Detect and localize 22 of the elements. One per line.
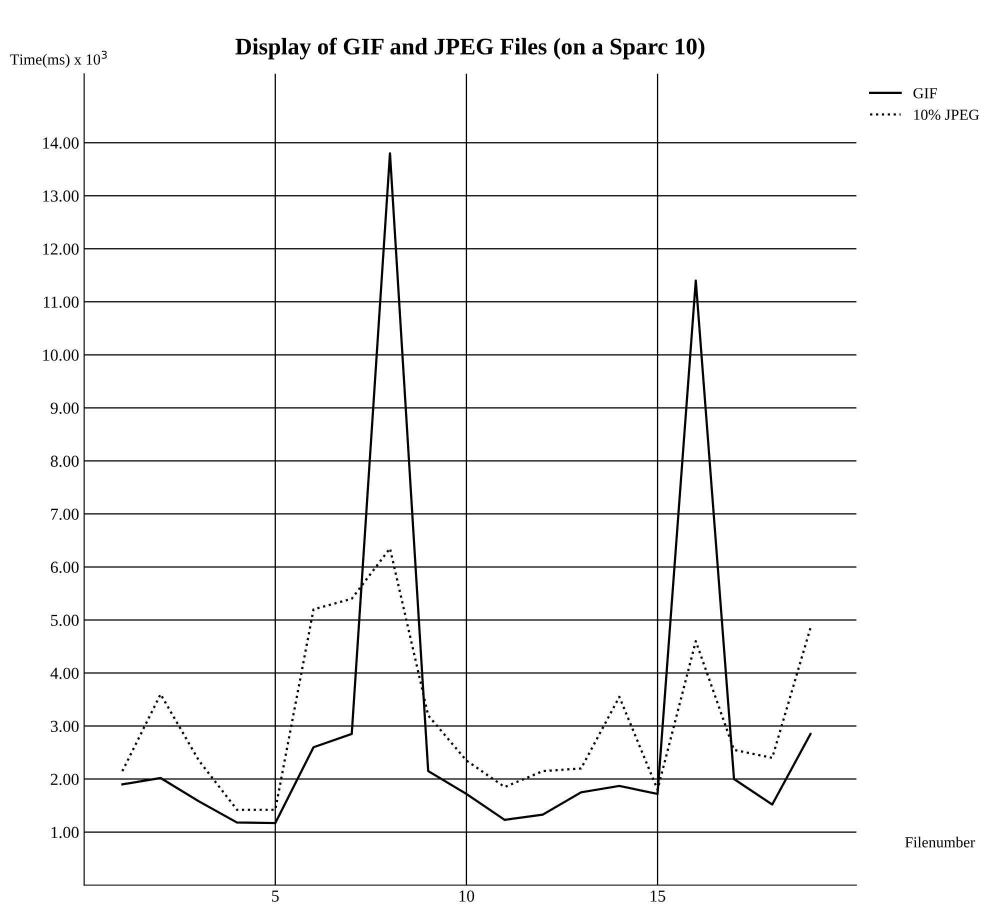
- y-tick-label: 4.00: [50, 668, 79, 680]
- x-tick-label: 15: [650, 890, 666, 902]
- x-tick-label: 10: [460, 890, 474, 902]
- y-tick-label: 11.00: [44, 296, 79, 308]
- y-tick-label: 3.00: [50, 720, 79, 732]
- legend-label: GIF: [914, 88, 937, 98]
- y-tick-label: 2.00: [50, 774, 79, 786]
- y-tick-label: 10.00: [43, 350, 79, 361]
- y-tick-label: 13.00: [43, 190, 79, 202]
- y-tick-label: 8.00: [50, 456, 79, 467]
- y-tick-label: 5.00: [51, 614, 79, 626]
- y-tick-label: 9.00: [50, 402, 79, 414]
- legend-label: 10% JPEG: [914, 110, 980, 120]
- x-axis-title: Filenumber: [905, 836, 976, 848]
- x-tick-label: 5: [272, 890, 279, 902]
- y-tick-label: 14.00: [43, 137, 79, 149]
- y-tick-label: 7.00: [51, 508, 79, 520]
- y-axis-title: Time(ms) x 10$^{3}$: [10, 50, 107, 68]
- y-tick-label: 1.00: [52, 826, 79, 838]
- chart-title: Display of GIF and JPEG Files (on a Sparc 10): [236, 38, 704, 60]
- y-tick-label: 12.00: [43, 243, 79, 255]
- y-tick-label: 6.00: [50, 562, 79, 573]
